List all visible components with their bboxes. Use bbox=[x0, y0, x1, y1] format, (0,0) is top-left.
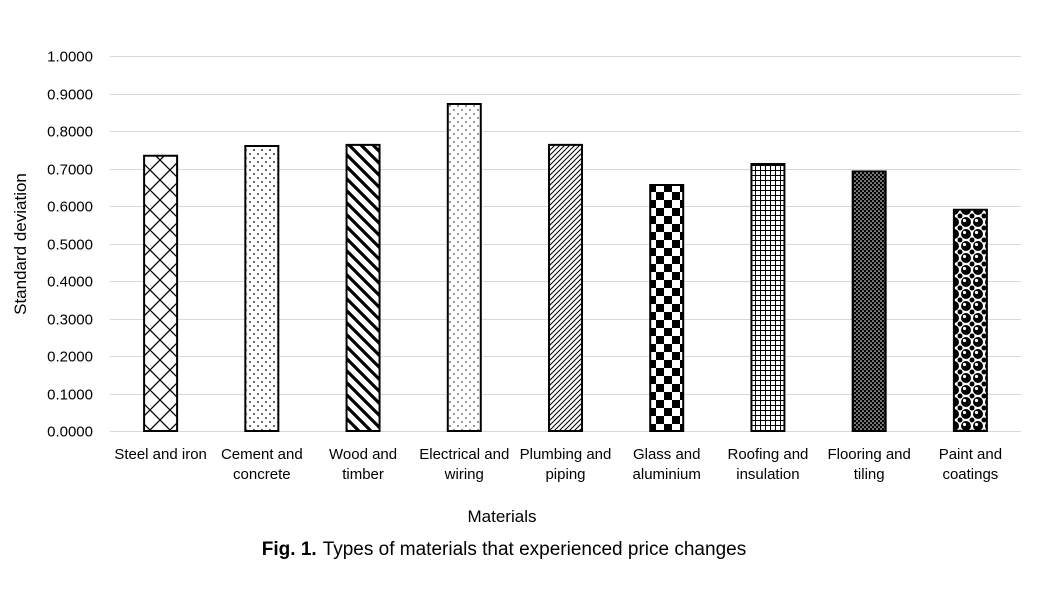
bars bbox=[143, 103, 988, 432]
y-tick-label: 0.5000 bbox=[47, 237, 93, 254]
bar bbox=[649, 184, 685, 432]
bar bbox=[851, 170, 887, 432]
x-category-label: Roofing and insulation bbox=[727, 446, 808, 483]
y-axis-title: Standard deviation bbox=[11, 173, 30, 315]
x-category-label: Glass and aluminium bbox=[633, 446, 701, 483]
x-category-label: Flooring and tiling bbox=[827, 446, 910, 483]
figure-caption: Fig. 1. Types of materials that experienc… bbox=[262, 539, 746, 560]
bar bbox=[750, 163, 786, 432]
y-tick-label: 0.3000 bbox=[47, 312, 93, 329]
y-tick-label: 0.7000 bbox=[47, 162, 93, 179]
bar bbox=[244, 145, 280, 432]
bar bbox=[548, 143, 583, 432]
x-category-label: Steel and iron bbox=[114, 446, 207, 463]
x-category-label: Cement and concrete bbox=[221, 446, 303, 483]
x-category-label: Wood and timber bbox=[329, 446, 397, 483]
x-category-label: Electrical and wiring bbox=[419, 446, 509, 483]
y-tick-label: 0.8000 bbox=[47, 124, 93, 141]
y-tick-label: 0.0000 bbox=[47, 424, 93, 441]
y-axis-ticks: 0.0000 0.1000 0.2000 0.3000 0.4000 0.5000 0.60… bbox=[47, 49, 93, 441]
bar bbox=[952, 208, 988, 432]
x-axis-categories: Steel and iron Cement and concrete Wood and… bbox=[114, 446, 1002, 483]
y-tick-label: 1.0000 bbox=[47, 49, 93, 66]
caption-text: Types of materials that experienced pric… bbox=[323, 539, 747, 560]
bar bbox=[345, 143, 381, 432]
x-category-label: Plumbing and piping bbox=[520, 446, 612, 483]
bar bbox=[143, 154, 179, 432]
y-tick-label: 0.4000 bbox=[47, 274, 93, 291]
bar bbox=[446, 103, 482, 432]
y-tick-label: 0.1000 bbox=[47, 387, 93, 404]
x-axis-title: Materials bbox=[468, 507, 537, 526]
x-category-label: Paint and coatings bbox=[939, 446, 1002, 483]
caption-prefix: Fig. 1. bbox=[262, 539, 317, 560]
y-tick-label: 0.9000 bbox=[47, 87, 93, 104]
y-tick-label: 0.6000 bbox=[47, 199, 93, 216]
y-tick-label: 0.2000 bbox=[47, 349, 93, 366]
